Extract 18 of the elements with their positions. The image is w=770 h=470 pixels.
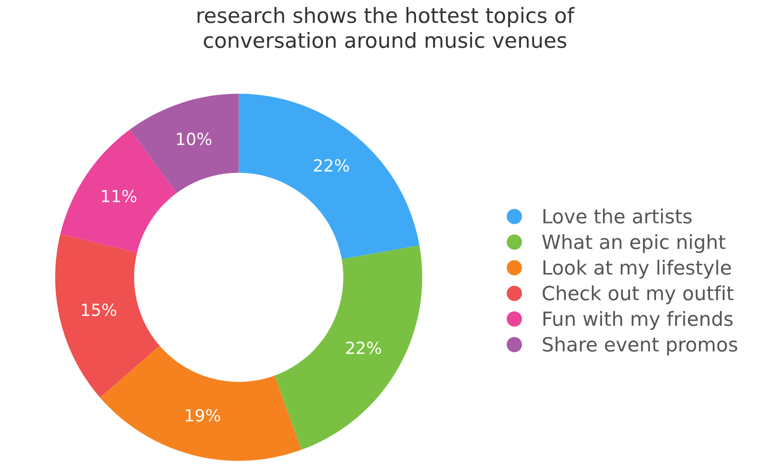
donut-slice: [100, 346, 302, 461]
legend-label: Check out my outfit: [542, 285, 734, 304]
donut-slice: [274, 245, 422, 450]
legend-label: What an epic night: [542, 234, 726, 253]
data-label: 15%: [82, 303, 116, 316]
legend-label: Fun with my friends: [543, 311, 733, 330]
legend-label: Share event promos: [542, 336, 738, 356]
donut-slice: [60, 130, 177, 253]
legend-label: Look at my lifestyle: [543, 260, 731, 279]
data-label: 22%: [314, 159, 349, 172]
data-label: 22%: [346, 342, 382, 354]
data-label: 11%: [102, 190, 136, 202]
donut-slice: [55, 234, 160, 398]
legend-label: Love the artists: [543, 208, 692, 224]
chart-title: research shows the hottest topics of conversation around music venues: [198, 7, 575, 48]
data-label: 19%: [186, 408, 220, 422]
data-label: 10%: [177, 132, 212, 146]
donut-slice: [238, 94, 420, 260]
